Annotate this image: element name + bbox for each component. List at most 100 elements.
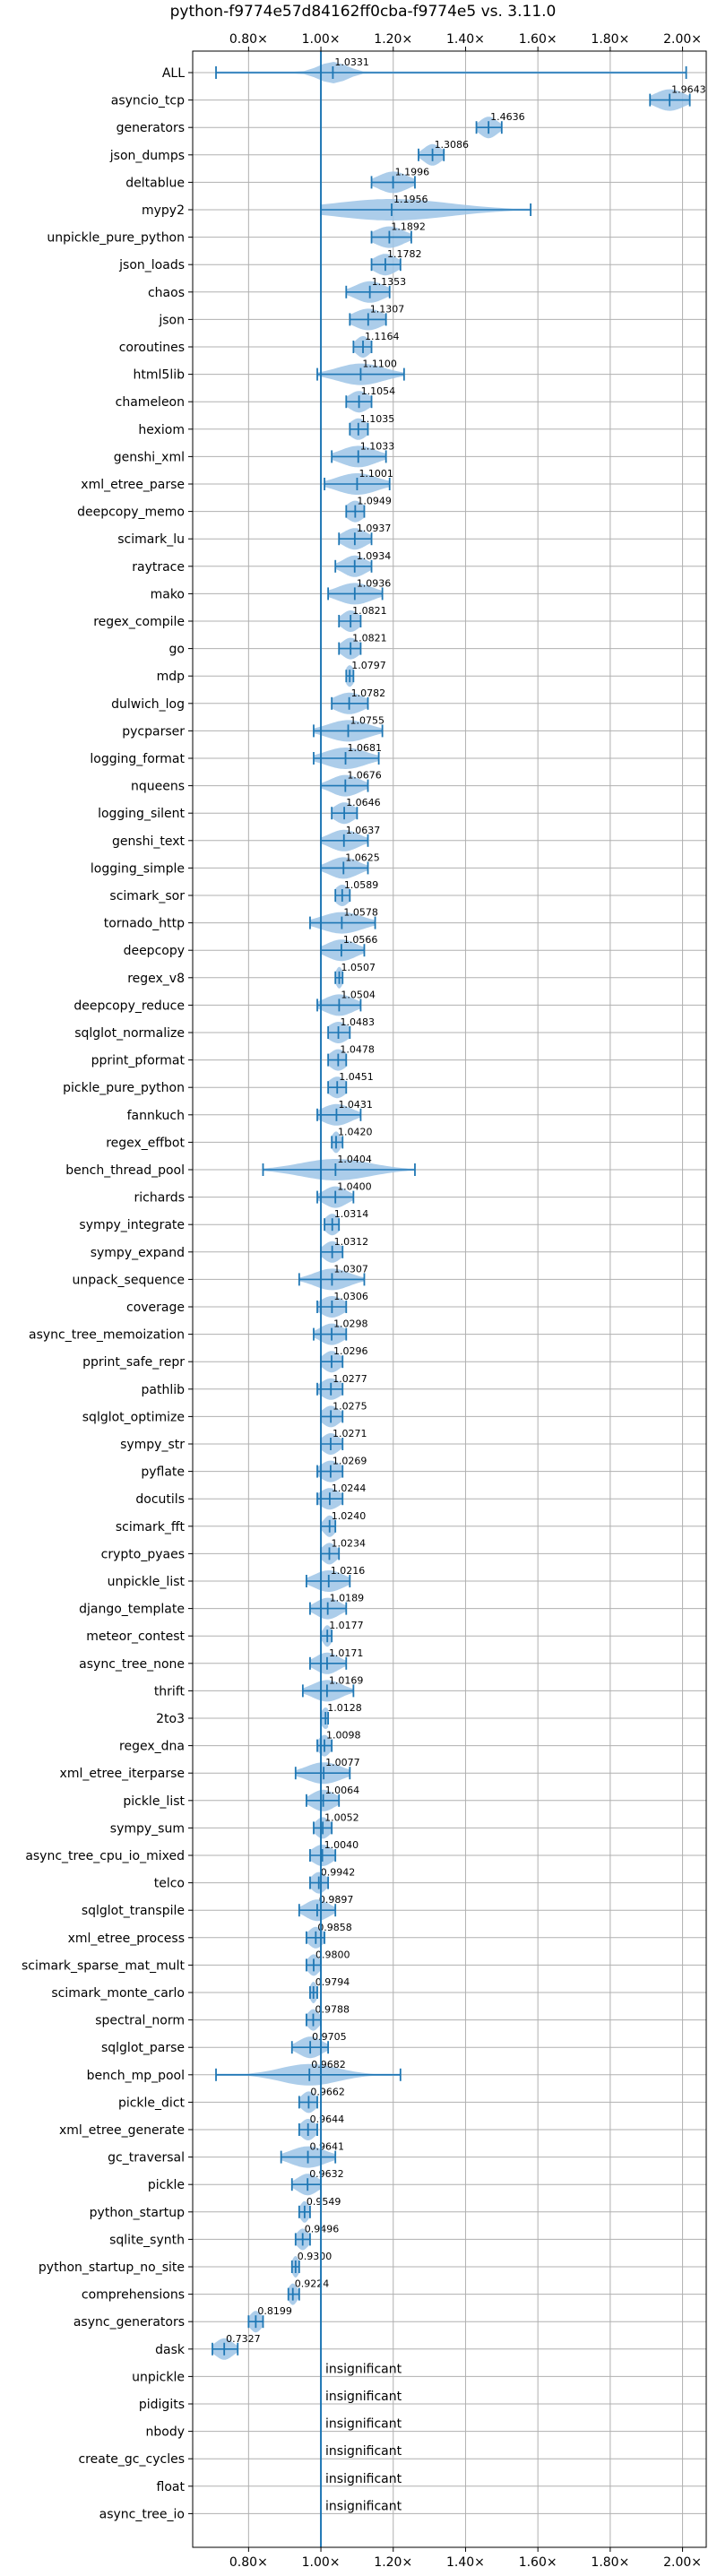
value-label: 0.9788 (315, 2004, 350, 2016)
x-tick-label-bottom: 0.80× (229, 2555, 268, 2570)
value-label: 1.1033 (360, 440, 395, 452)
x-tick-label-bottom: 1.00× (302, 2555, 341, 2570)
y-tick-label: sqlglot_normalize (74, 1026, 185, 1041)
insignificant-label: insignificant (325, 2390, 402, 2404)
x-tick-label-top: 1.60× (519, 32, 557, 47)
y-tick-label: 2to3 (156, 1712, 185, 1726)
y-tick-label: async_tree_cpu_io_mixed (25, 1849, 185, 1863)
value-label: 1.0625 (345, 851, 380, 863)
y-tick-label: scimark_fft (116, 1520, 186, 1534)
value-label: 1.0821 (352, 605, 387, 617)
value-label: 1.1035 (360, 413, 395, 425)
y-tick-label: ALL (162, 66, 185, 81)
y-tick-label: genshi_xml (114, 450, 185, 464)
y-tick-label: chaos (148, 286, 185, 300)
value-label: 0.9644 (310, 2114, 345, 2125)
y-tick-label: comprehensions (82, 2288, 185, 2303)
y-tick-label: sympy_integrate (79, 1218, 185, 1232)
y-tick-label: telco (154, 1877, 185, 1891)
value-label: 1.0782 (351, 687, 386, 699)
value-label: 1.0296 (333, 1345, 368, 1357)
x-tick-label-bottom: 1.60× (519, 2555, 557, 2570)
value-label: 1.0934 (357, 550, 392, 562)
insignificant-label: insignificant (325, 2444, 402, 2459)
value-label: 1.0307 (333, 1263, 368, 1275)
value-label: 0.9300 (298, 2251, 333, 2262)
y-tick-label: async_tree_io (99, 2507, 185, 2521)
y-tick-label: float (157, 2480, 186, 2494)
value-label: 1.0451 (339, 1071, 374, 1083)
value-label: 1.0797 (351, 660, 386, 671)
y-tick-label: async_tree_memoization (29, 1328, 185, 1343)
value-label: 1.0483 (341, 1016, 376, 1028)
y-tick-label: coverage (126, 1301, 185, 1315)
value-label: 0.9641 (310, 2141, 345, 2153)
y-tick-label: xml_etree_process (68, 1932, 185, 1946)
value-label: 1.0077 (325, 1757, 360, 1768)
y-tick-label: logging_format (90, 752, 185, 766)
value-label: 1.0404 (337, 1154, 372, 1165)
y-tick-label: docutils (135, 1492, 185, 1507)
y-tick-label: pprint_safe_repr (82, 1355, 185, 1370)
y-tick-label: tornado_http (104, 917, 185, 931)
value-label: 1.0589 (344, 879, 379, 891)
value-label: 1.0578 (343, 907, 378, 919)
y-tick-label: coroutines (119, 341, 185, 355)
x-tick-label-top: 0.80× (229, 32, 268, 47)
y-tick-label: regex_dna (119, 1740, 185, 1754)
y-tick-label: regex_compile (93, 615, 185, 629)
y-tick-label: unpickle (132, 2370, 185, 2384)
x-tick-label-top: 1.80× (591, 32, 629, 47)
y-tick-label: go (169, 643, 185, 657)
value-label: 0.9632 (309, 2168, 344, 2180)
value-label: 1.0646 (346, 797, 381, 808)
y-tick-label: logging_simple (91, 861, 185, 876)
value-label: 0.9794 (315, 1976, 350, 1988)
value-label: 1.0169 (329, 1674, 364, 1686)
value-label: 1.0637 (346, 825, 381, 836)
value-label: 1.0189 (330, 1593, 365, 1604)
y-tick-label: genshi_text (112, 834, 186, 849)
x-tick-label-bottom: 1.80× (591, 2555, 629, 2570)
y-tick-label: pathlib (142, 1383, 186, 1397)
value-label: 1.0098 (326, 1730, 361, 1742)
y-tick-label: logging_silent (98, 807, 185, 821)
value-label: 1.0216 (331, 1565, 366, 1577)
y-tick-label: async_tree_none (79, 1657, 185, 1672)
y-tick-label: chameleon (116, 395, 185, 410)
y-tick-label: json_loads (118, 258, 185, 272)
value-label: 0.7327 (226, 2333, 261, 2345)
y-tick-label: scimark_sparse_mat_mult (22, 1958, 185, 1973)
value-label: 1.0269 (333, 1456, 367, 1467)
x-tick-label-top: 1.20× (374, 32, 412, 47)
value-label: 1.0234 (331, 1537, 366, 1549)
value-label: 1.1782 (387, 248, 422, 260)
chart-title: python-f9774e57d84162ff0cba-f9774e5 vs. … (170, 3, 557, 21)
value-label: 1.0064 (325, 1785, 360, 1796)
y-tick-label: pyflate (141, 1465, 185, 1480)
value-label: 1.0331 (334, 56, 369, 68)
value-label: 1.1996 (395, 166, 430, 177)
value-label: 0.9224 (295, 2278, 330, 2290)
y-tick-label: nbody (146, 2425, 186, 2440)
value-label: 1.0676 (347, 770, 382, 782)
y-tick-label: generators (117, 121, 185, 135)
value-label: 1.0314 (334, 1208, 369, 1220)
value-label: 1.1001 (358, 468, 393, 480)
value-label: 1.0128 (327, 1702, 362, 1714)
y-tick-label: unpickle_list (108, 1575, 186, 1589)
y-tick-label: bench_mp_pool (87, 2069, 185, 2083)
value-label: 1.0937 (357, 523, 392, 534)
value-label: 0.9942 (321, 1867, 356, 1879)
y-tick-label: pycparser (122, 724, 185, 739)
y-tick-label: mako (151, 587, 185, 601)
value-label: 0.9549 (307, 2196, 341, 2208)
y-tick-label: mdp (157, 670, 186, 684)
value-label: 1.0431 (338, 1099, 373, 1111)
value-label: 1.1164 (365, 331, 400, 342)
value-label: 1.0949 (357, 496, 392, 507)
y-tick-label: sympy_expand (91, 1246, 185, 1260)
value-label: 0.9800 (315, 1949, 350, 1960)
y-tick-label: deepcopy_memo (77, 506, 185, 520)
insignificant-label: insignificant (325, 2362, 402, 2376)
